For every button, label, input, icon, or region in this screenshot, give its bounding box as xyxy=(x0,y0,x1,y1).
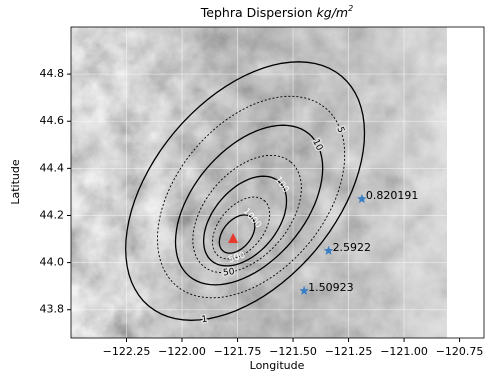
x-tick-label: −121.50 xyxy=(269,345,317,358)
title-exponent: 2 xyxy=(348,4,353,13)
contour-label: 1 xyxy=(201,315,208,326)
x-tick-label: −121.25 xyxy=(325,345,373,358)
title-text: Tephra Dispersion xyxy=(200,5,313,20)
title-units: kg/m xyxy=(317,5,349,20)
chart: Tephra Dispersion kg/m2 1510501005001000… xyxy=(0,0,502,374)
terrain-shade xyxy=(71,27,447,338)
x-tick-label: −122.00 xyxy=(158,345,206,358)
sample-value-label: 2.5922 xyxy=(333,241,372,254)
y-tick-label: 44.6 xyxy=(40,114,65,127)
x-axis-label: Longitude xyxy=(250,359,305,372)
y-axis-label: Latitude xyxy=(9,159,22,205)
x-tick-label: −121.00 xyxy=(380,345,428,358)
x-tick-label: −120.75 xyxy=(436,345,484,358)
x-tick-label: −121.75 xyxy=(214,345,262,358)
y-tick-label: 44.8 xyxy=(40,67,65,80)
y-tick-label: 44.2 xyxy=(40,208,65,221)
sample-value-label: 0.820191 xyxy=(366,189,419,202)
y-tick-label: 44.0 xyxy=(40,256,65,269)
y-tick-label: 44.4 xyxy=(40,161,65,174)
chart-title: Tephra Dispersion kg/m2 xyxy=(200,4,353,20)
contour-label: 50 xyxy=(223,267,236,278)
sample-value-label: 1.50923 xyxy=(308,281,354,294)
x-tick-label: −122.25 xyxy=(103,345,151,358)
y-tick-label: 43.8 xyxy=(40,303,65,316)
